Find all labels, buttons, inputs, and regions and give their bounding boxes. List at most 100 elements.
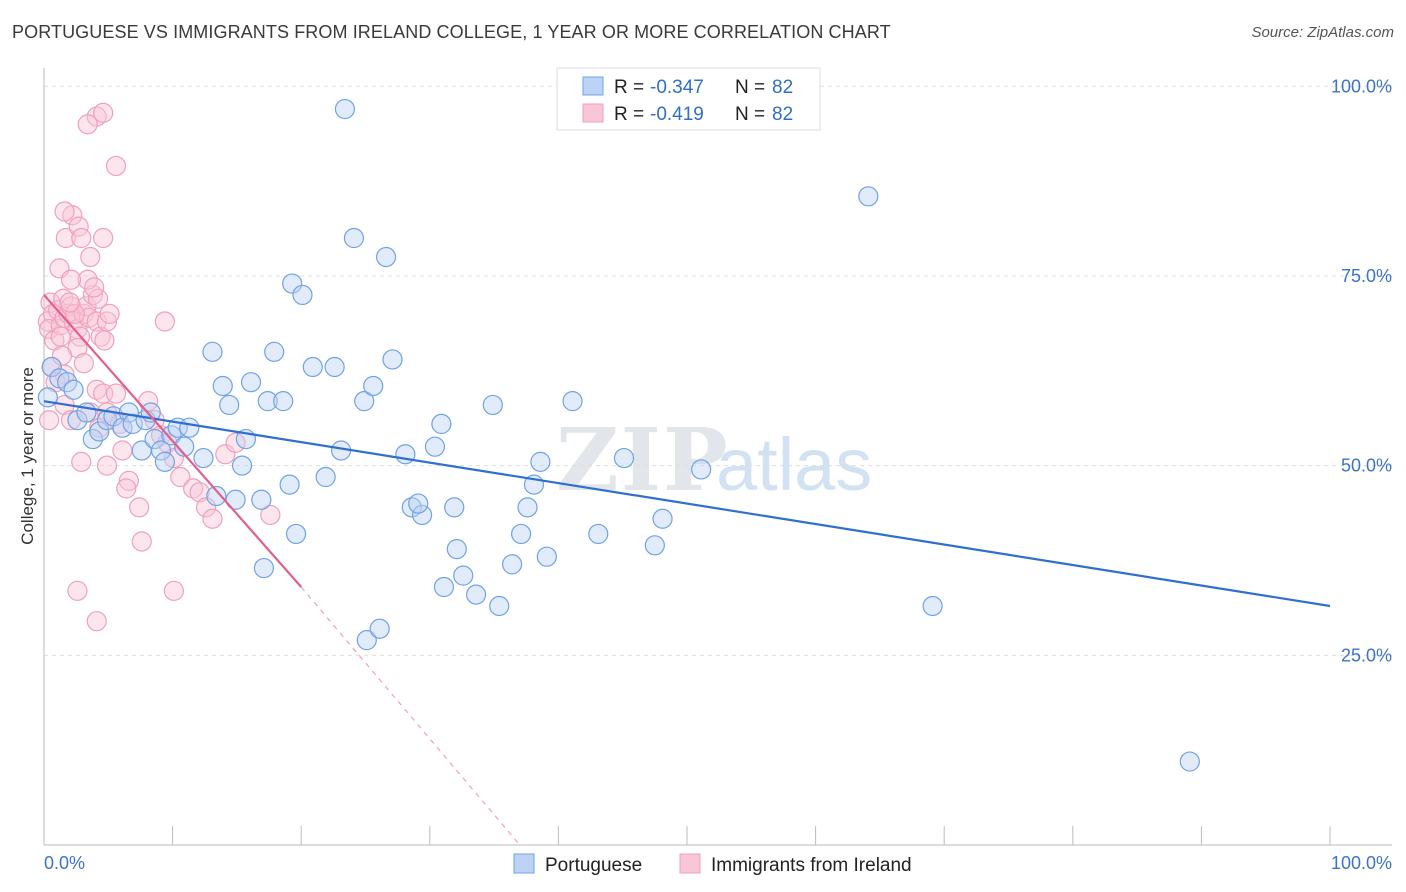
portuguese-point-27 [212,375,233,397]
portuguese-point-62 [482,394,503,416]
portuguese-point-70 [562,391,583,412]
ireland-point-66 [154,311,175,332]
portuguese-point-11 [112,417,133,438]
ireland-point-68 [77,114,98,135]
portuguese-point-57 [444,497,465,518]
bottom-legend-label-portuguese: Portuguese [545,855,642,876]
series-portuguese-points [37,98,1200,772]
portuguese-point-50 [382,349,403,370]
x-axis-ticks [172,826,1331,845]
portuguese-point-32 [240,372,262,393]
portuguese-point-51 [395,444,416,465]
correlation-legend: R = -0.347 N = 82 R = -0.419 N = 82 [556,67,821,131]
legend-r-label-ireland: R = [614,104,644,125]
portuguese-point-49 [375,246,397,268]
trend-line-ireland-extension [300,586,521,846]
ireland-point-76 [86,611,107,632]
portuguese-point-43 [324,356,345,378]
portuguese-point-30 [231,455,253,476]
trend-lines [43,294,1331,846]
portuguese-point-36 [273,391,294,412]
trend-line-ireland [43,294,303,588]
ireland-point-72 [71,451,92,472]
y-tick-label-25: 25.0% [1341,645,1392,665]
portuguese-point-77 [369,618,390,639]
legend-n-label-ireland: N = [735,104,765,125]
ireland-point-78 [39,410,60,431]
bottom-legend-label-ireland: Immigrants from Ireland [711,855,912,876]
ireland-point-42 [86,379,107,400]
portuguese-point-67 [530,451,551,472]
legend-swatch-ireland [582,103,604,123]
portuguese-point-22 [174,436,195,457]
legend-n-value-ireland: 82 [772,104,793,125]
portuguese-point-63 [489,595,510,617]
ireland-point-75 [67,580,88,601]
x-tick-label-min: 0.0% [44,853,85,873]
portuguese-point-33 [251,489,272,510]
portuguese-point-1 [41,356,62,378]
portuguese-point-35 [264,341,285,362]
portuguese-point-75 [691,459,712,480]
ireland-point-63 [215,444,236,465]
legend-r-value-ireland: -0.419 [650,104,704,125]
portuguese-point-24 [193,447,214,469]
ireland-point-58 [170,466,191,488]
ireland-point-29 [86,311,107,332]
series-legend: Portuguese Immigrants from Ireland [513,853,912,876]
legend-r-label-portuguese: R = [614,77,644,98]
portuguese-point-23 [179,417,200,438]
ireland-point-80 [50,326,71,347]
source-credit: Source: ZipAtlas.com [1251,24,1394,41]
portuguese-point-73 [644,535,665,556]
y-axis-tick-labels: 25.0% 50.0% 75.0% 100.0% [1331,76,1392,665]
ireland-point-23 [71,227,92,249]
portuguese-point-65 [511,523,532,545]
ireland-point-59 [183,478,204,499]
portuguese-point-81 [1179,751,1200,772]
ireland-point-81 [59,292,80,313]
ireland-point-65 [260,504,281,526]
portuguese-point-54 [408,493,429,514]
chart-title: PORTUGUESE VS IMMIGRANTS FROM IRELAND CO… [12,22,891,42]
grid-lines [44,85,1392,656]
legend-swatch-portuguese [582,76,604,96]
portuguese-point-17 [144,428,165,450]
y-axis-label: College, 1 year or more [18,367,37,545]
x-tick-label-max: 100.0% [1331,853,1392,873]
ireland-point-35 [64,303,85,324]
watermark-atlas: atlas [716,423,872,506]
portuguese-point-60 [433,576,455,598]
legend-n-value-portuguese: 82 [772,77,793,98]
ireland-point-62 [202,508,223,529]
ireland-point-49 [118,470,139,491]
portuguese-point-4 [63,379,84,400]
portuguese-point-19 [154,451,175,472]
ireland-point-21 [54,201,75,222]
ireland-point-30 [90,326,111,347]
ireland-point-46 [105,383,127,404]
portuguese-point-76 [356,630,377,651]
ireland-point-70 [105,155,127,177]
portuguese-point-0 [37,387,58,408]
ireland-point-61 [195,497,217,518]
ireland-point-32 [96,311,118,332]
portuguese-point-74 [652,508,673,529]
ireland-point-34 [60,269,82,290]
portuguese-point-78 [253,557,275,579]
portuguese-point-53 [411,504,433,526]
ireland-point-27 [87,288,109,309]
portuguese-point-25 [202,341,223,362]
portuguese-point-46 [343,227,365,249]
ireland-point-28 [84,277,105,298]
legend-r-value-portuguese: -0.347 [650,77,704,98]
ireland-point-52 [131,531,152,552]
portuguese-point-64 [502,554,523,575]
portuguese-point-61 [465,584,487,605]
ireland-point-60 [189,482,210,503]
portuguese-point-79 [858,186,879,207]
ireland-point-40 [73,353,94,374]
portuguese-point-41 [302,356,323,378]
ireland-point-73 [96,455,118,476]
